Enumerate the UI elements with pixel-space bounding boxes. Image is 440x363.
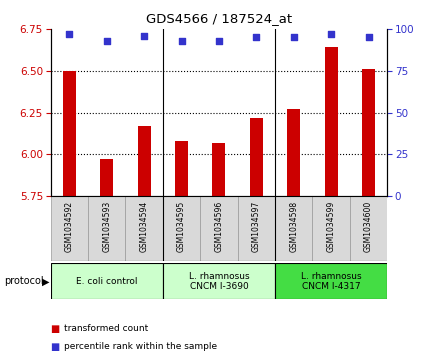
- Title: GDS4566 / 187524_at: GDS4566 / 187524_at: [146, 12, 292, 25]
- Text: transformed count: transformed count: [64, 324, 148, 333]
- Bar: [213, 143, 225, 196]
- Text: L. rhamnosus
CNCM I-3690: L. rhamnosus CNCM I-3690: [189, 272, 249, 291]
- Point: [290, 34, 297, 40]
- Point: [253, 34, 260, 40]
- Text: ■: ■: [51, 342, 60, 352]
- Text: ■: ■: [51, 323, 60, 334]
- Text: percentile rank within the sample: percentile rank within the sample: [64, 342, 217, 351]
- Text: GSM1034597: GSM1034597: [252, 201, 261, 253]
- Bar: [88, 196, 125, 261]
- Bar: [287, 109, 300, 196]
- Bar: [138, 126, 150, 196]
- Bar: [325, 48, 337, 196]
- Bar: [312, 196, 350, 261]
- Point: [141, 33, 148, 38]
- Point: [365, 34, 372, 40]
- Text: GSM1034599: GSM1034599: [326, 201, 336, 253]
- Text: GSM1034600: GSM1034600: [364, 201, 373, 253]
- Bar: [163, 263, 275, 299]
- Point: [327, 31, 335, 37]
- Bar: [63, 71, 76, 196]
- Text: protocol: protocol: [4, 276, 44, 286]
- Bar: [350, 196, 387, 261]
- Text: GSM1034596: GSM1034596: [214, 201, 224, 253]
- Bar: [238, 196, 275, 261]
- Text: ▶: ▶: [42, 276, 49, 286]
- Bar: [275, 263, 387, 299]
- Text: L. rhamnosus
CNCM I-4317: L. rhamnosus CNCM I-4317: [301, 272, 361, 291]
- Bar: [51, 263, 163, 299]
- Bar: [275, 196, 312, 261]
- Point: [66, 31, 73, 37]
- Text: GSM1034598: GSM1034598: [289, 201, 298, 252]
- Text: GSM1034594: GSM1034594: [139, 201, 149, 253]
- Bar: [362, 69, 375, 196]
- Bar: [250, 118, 263, 196]
- Text: GSM1034593: GSM1034593: [102, 201, 111, 253]
- Point: [103, 38, 110, 44]
- Bar: [125, 196, 163, 261]
- Bar: [175, 141, 188, 196]
- Bar: [200, 196, 238, 261]
- Bar: [163, 196, 200, 261]
- Text: GSM1034592: GSM1034592: [65, 201, 74, 252]
- Bar: [100, 159, 113, 196]
- Point: [178, 38, 185, 44]
- Text: E. coli control: E. coli control: [76, 277, 137, 286]
- Bar: [51, 196, 88, 261]
- Point: [216, 38, 223, 44]
- Text: GSM1034595: GSM1034595: [177, 201, 186, 253]
